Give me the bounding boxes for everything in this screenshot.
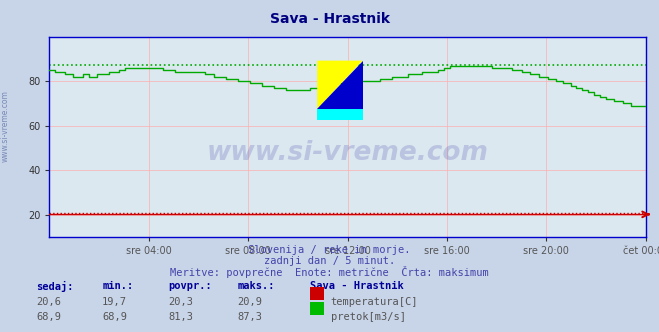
Text: temperatura[C]: temperatura[C] [331,297,418,307]
Polygon shape [317,61,362,109]
Text: min.:: min.: [102,281,133,290]
Text: 19,7: 19,7 [102,297,127,307]
Text: povpr.:: povpr.: [168,281,212,290]
Text: pretok[m3/s]: pretok[m3/s] [331,312,406,322]
Polygon shape [317,61,362,109]
Text: Meritve: povprečne  Enote: metrične  Črta: maksimum: Meritve: povprečne Enote: metrične Črta:… [170,266,489,278]
Text: 68,9: 68,9 [102,312,127,322]
Text: www.si-vreme.com: www.si-vreme.com [1,90,10,162]
Text: 20,9: 20,9 [237,297,262,307]
Text: Sava - Hrastnik: Sava - Hrastnik [310,281,403,290]
Text: 20,6: 20,6 [36,297,61,307]
Text: 81,3: 81,3 [168,312,193,322]
Text: www.si-vreme.com: www.si-vreme.com [207,140,488,166]
Text: Sava - Hrastnik: Sava - Hrastnik [270,12,389,26]
Text: 20,3: 20,3 [168,297,193,307]
Text: 87,3: 87,3 [237,312,262,322]
Text: zadnji dan / 5 minut.: zadnji dan / 5 minut. [264,256,395,266]
Text: sedaj:: sedaj: [36,281,74,291]
FancyBboxPatch shape [317,110,362,120]
Text: maks.:: maks.: [237,281,275,290]
Text: Slovenija / reke in morje.: Slovenija / reke in morje. [248,245,411,255]
Text: 68,9: 68,9 [36,312,61,322]
